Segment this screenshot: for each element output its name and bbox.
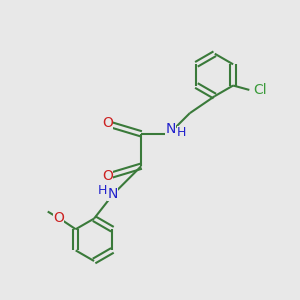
Text: H: H xyxy=(97,184,107,197)
Text: Cl: Cl xyxy=(253,83,266,97)
Text: O: O xyxy=(103,169,113,184)
Text: O: O xyxy=(103,116,113,130)
Text: N: N xyxy=(165,122,175,136)
Text: O: O xyxy=(53,211,64,225)
Text: N: N xyxy=(107,187,118,201)
Text: H: H xyxy=(177,126,186,139)
